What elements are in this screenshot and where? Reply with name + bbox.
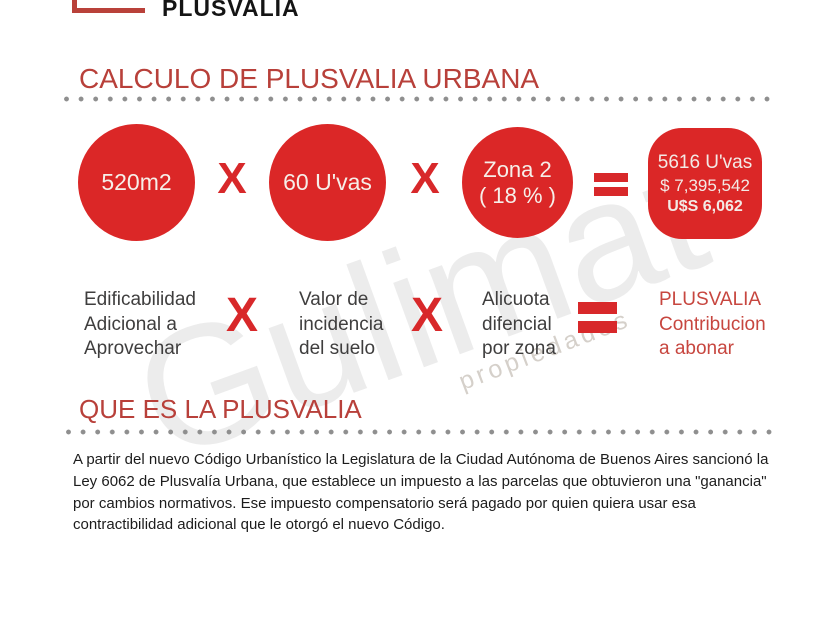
factor-circle-2: 60 U'vas [269,124,386,241]
factor-circle-3: Zona 2( 18 % ) [462,127,573,238]
brand-title: PLUSVALIA [162,0,300,21]
result-pesos: $ 7,395,542 [660,176,750,195]
equals-icon [594,173,628,196]
multiply-operator: X [217,154,247,203]
factor-label-1: Edificabilidad Adicional a Aprovechar [84,289,196,359]
factor-label-3: Alicuota difencial por zona [482,289,556,359]
calc-title-dotted-divider [64,96,776,102]
result-uvas: 5616 U'vas [657,152,753,173]
result-label: PLUSVALIA Contribucion a abonar [659,289,766,359]
factor-circle-3-value: Zona 2( 18 % ) [478,156,557,208]
multiply-operator: X [410,154,440,203]
multiply-operator: X [411,289,444,342]
factor-circle-1-value: 520m2 [101,169,172,195]
equals-icon [578,302,617,333]
brand-logo-icon [72,0,145,13]
result-dollars: U$S 6,062 [667,198,743,215]
info-paragraph: A partir del nuevo Código Urbanístico la… [73,451,769,534]
result-box: 5616 U'vas $ 7,395,542 U$S 6,062 [648,128,762,239]
info-section-title: QUE ES LA PLUSVALIA [79,394,362,424]
factor-label-2: Valor de incidencia del suelo [299,289,384,359]
multiply-operator: X [226,289,259,342]
calc-section-title: CALCULO DE PLUSVALIA URBANA [79,63,540,94]
info-title-dotted-divider [66,429,776,435]
factor-circle-1: 520m2 [78,124,195,241]
factor-circle-2-value: 60 U'vas [283,169,372,195]
